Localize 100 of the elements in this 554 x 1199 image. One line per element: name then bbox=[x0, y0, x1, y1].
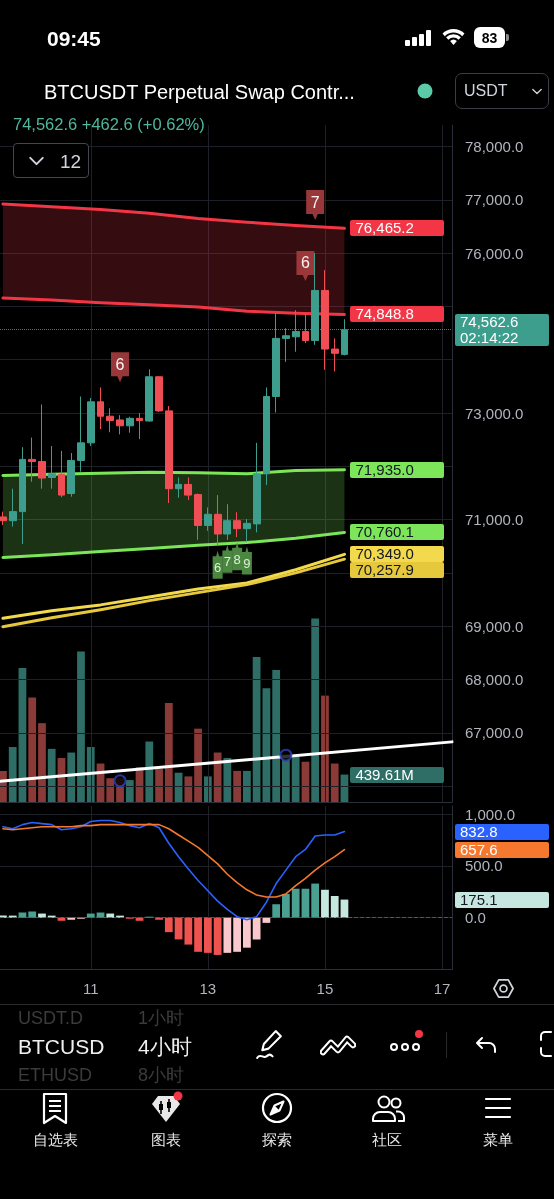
candlestick bbox=[145, 368, 153, 423]
x-tick-label: 13 bbox=[199, 980, 217, 998]
annotation: 9 bbox=[243, 555, 251, 571]
bar bbox=[164, 917, 173, 933]
candlestick bbox=[87, 397, 95, 447]
candlestick bbox=[204, 506, 212, 532]
y-tick-label: 69,000.0 bbox=[465, 617, 524, 635]
bar bbox=[272, 669, 281, 803]
y-tick-label: 71,000.0 bbox=[465, 511, 524, 529]
bar bbox=[213, 917, 222, 955]
line-series bbox=[2, 819, 346, 921]
annotation: 12 bbox=[60, 151, 82, 173]
bar bbox=[77, 651, 85, 803]
text: 1小时 bbox=[138, 1008, 185, 1029]
bar bbox=[321, 889, 329, 918]
bar bbox=[243, 770, 251, 803]
line-series bbox=[1, 296, 346, 316]
candlestick bbox=[58, 450, 65, 498]
bar bbox=[272, 904, 281, 918]
text: 657.6 bbox=[460, 840, 498, 858]
candlestick bbox=[19, 446, 26, 545]
text: 09:45 bbox=[47, 27, 101, 52]
dropdown-button: USDT bbox=[455, 73, 549, 109]
candlestick bbox=[243, 518, 251, 542]
bar bbox=[233, 770, 242, 803]
bar bbox=[252, 657, 261, 803]
text: 菜单 bbox=[482, 1131, 514, 1149]
text: 自选表 bbox=[31, 1131, 79, 1149]
annotation: 8 bbox=[233, 551, 241, 567]
ref-line-label: 74,562.6 bbox=[460, 312, 519, 330]
bar bbox=[252, 917, 261, 940]
y-tick-label: 67,000.0 bbox=[465, 724, 524, 742]
bar bbox=[194, 917, 202, 952]
bar bbox=[282, 893, 290, 918]
bar bbox=[330, 763, 339, 803]
bar bbox=[184, 917, 193, 945]
annotation: 7 bbox=[223, 554, 231, 570]
chart-title: BTCUSDT Perpetual Swap Contr... bbox=[44, 81, 355, 104]
bar bbox=[291, 888, 300, 918]
bar bbox=[243, 917, 251, 948]
annotation: 6 bbox=[115, 355, 125, 373]
bar bbox=[223, 758, 232, 803]
bar bbox=[155, 769, 163, 803]
candlestick bbox=[184, 477, 192, 501]
candlestick bbox=[28, 437, 36, 483]
candlestick bbox=[321, 269, 329, 371]
text: 175.1 bbox=[460, 890, 498, 908]
x-tick-label: 11 bbox=[82, 980, 99, 998]
bar bbox=[38, 723, 46, 803]
text: 8小时 bbox=[138, 1065, 185, 1086]
line-series bbox=[1, 552, 346, 620]
bar bbox=[291, 756, 300, 803]
candlestick bbox=[136, 412, 143, 440]
annotation: 6 bbox=[301, 254, 310, 272]
candlestick bbox=[214, 494, 222, 547]
candlestick bbox=[0, 511, 7, 526]
candlestick bbox=[116, 414, 124, 435]
text: BTCUSD bbox=[18, 1035, 105, 1060]
data-label: 70,760.1 bbox=[355, 523, 414, 541]
candlestick bbox=[9, 488, 17, 528]
bar bbox=[28, 911, 37, 918]
line-series bbox=[2, 823, 346, 898]
data-label: 71,935.0 bbox=[355, 460, 414, 478]
text: ETHUSD bbox=[18, 1065, 93, 1086]
y-tick-label: 73,000.0 bbox=[465, 404, 524, 422]
y-tick-label: 78,000.0 bbox=[465, 138, 524, 156]
candlestick bbox=[97, 386, 104, 430]
bar bbox=[8, 747, 17, 803]
y-tick-label: 500.0 bbox=[465, 857, 503, 875]
line-series bbox=[1, 557, 346, 629]
candlestick bbox=[331, 337, 339, 372]
candlestick bbox=[38, 403, 46, 490]
text: 832.8 bbox=[460, 822, 498, 840]
candlestick bbox=[48, 445, 56, 490]
y-tick-label: 0.0 bbox=[465, 909, 486, 927]
annotation: 7 bbox=[310, 193, 320, 211]
candlestick bbox=[253, 442, 261, 533]
bar bbox=[125, 780, 134, 803]
data-label: 70,349.0 bbox=[355, 545, 414, 563]
text: 02:14:22 bbox=[460, 328, 519, 346]
candlestick bbox=[126, 416, 134, 434]
bar bbox=[106, 778, 115, 803]
bar bbox=[223, 917, 232, 953]
candlestick bbox=[155, 375, 163, 413]
x-tick-label: 17 bbox=[433, 980, 451, 998]
candlestick bbox=[194, 493, 202, 541]
bar bbox=[213, 752, 222, 803]
text: 社区 bbox=[371, 1131, 403, 1149]
candlestick bbox=[77, 395, 85, 473]
text: 4小时 bbox=[138, 1035, 192, 1060]
candlestick bbox=[223, 503, 231, 541]
candlestick bbox=[302, 313, 309, 344]
data-label: 74,848.8 bbox=[355, 305, 414, 323]
y-tick-label: 76,000.0 bbox=[465, 244, 524, 262]
text: USDT.D bbox=[18, 1008, 84, 1029]
collapse-button: 12 bbox=[13, 143, 89, 178]
text: 图表 bbox=[150, 1131, 182, 1149]
candlestick bbox=[233, 511, 241, 538]
bar bbox=[164, 702, 173, 803]
x-tick-label: 15 bbox=[316, 980, 334, 998]
